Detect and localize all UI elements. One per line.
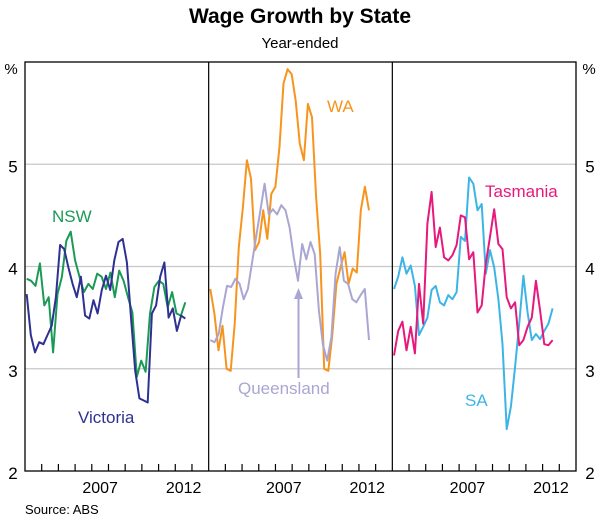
series-label-queensland: Queensland	[238, 379, 330, 398]
arrow-head-icon	[294, 288, 303, 299]
x-tick-label: 2007	[82, 480, 118, 497]
y-tick-label-left: 4	[8, 260, 17, 279]
series-label-sa: SA	[465, 391, 488, 410]
series-label-wa: WA	[327, 97, 354, 116]
x-tick-label: 2012	[349, 480, 385, 497]
series-line-sa	[393, 176, 554, 431]
series-line-queensland	[209, 182, 370, 362]
y-tick-label-right: 3	[585, 362, 594, 381]
x-tick-label: 2007	[450, 480, 486, 497]
chart-subtitle: Year-ended	[261, 35, 338, 52]
y-unit-left: %	[4, 61, 17, 78]
series-label-nsw: NSW	[52, 207, 92, 226]
y-tick-label-right: 5	[585, 157, 594, 176]
y-tick-label-left: 5	[8, 157, 17, 176]
y-tick-label-right: 4	[585, 260, 594, 279]
series-line-nsw	[26, 230, 187, 378]
plot-frame	[24, 61, 577, 472]
y-tick-label-left: 2	[8, 464, 17, 483]
y-tick-label-left: 3	[8, 362, 17, 381]
series-line-tasmania	[393, 190, 554, 356]
series-line-wa	[209, 68, 370, 372]
source-note: Source: ABS	[25, 502, 99, 517]
series-label-tasmania: Tasmania	[485, 182, 558, 201]
x-tick-label: 2007	[266, 480, 302, 497]
y-unit-right: %	[582, 61, 595, 78]
x-tick-label: 2012	[166, 480, 202, 497]
series-label-victoria: Victoria	[78, 408, 135, 427]
chart-title: Wage Growth by State	[189, 5, 411, 28]
x-tick-label: 2012	[533, 480, 569, 497]
y-tick-label-right: 2	[585, 464, 594, 483]
series-line-victoria	[25, 237, 186, 404]
